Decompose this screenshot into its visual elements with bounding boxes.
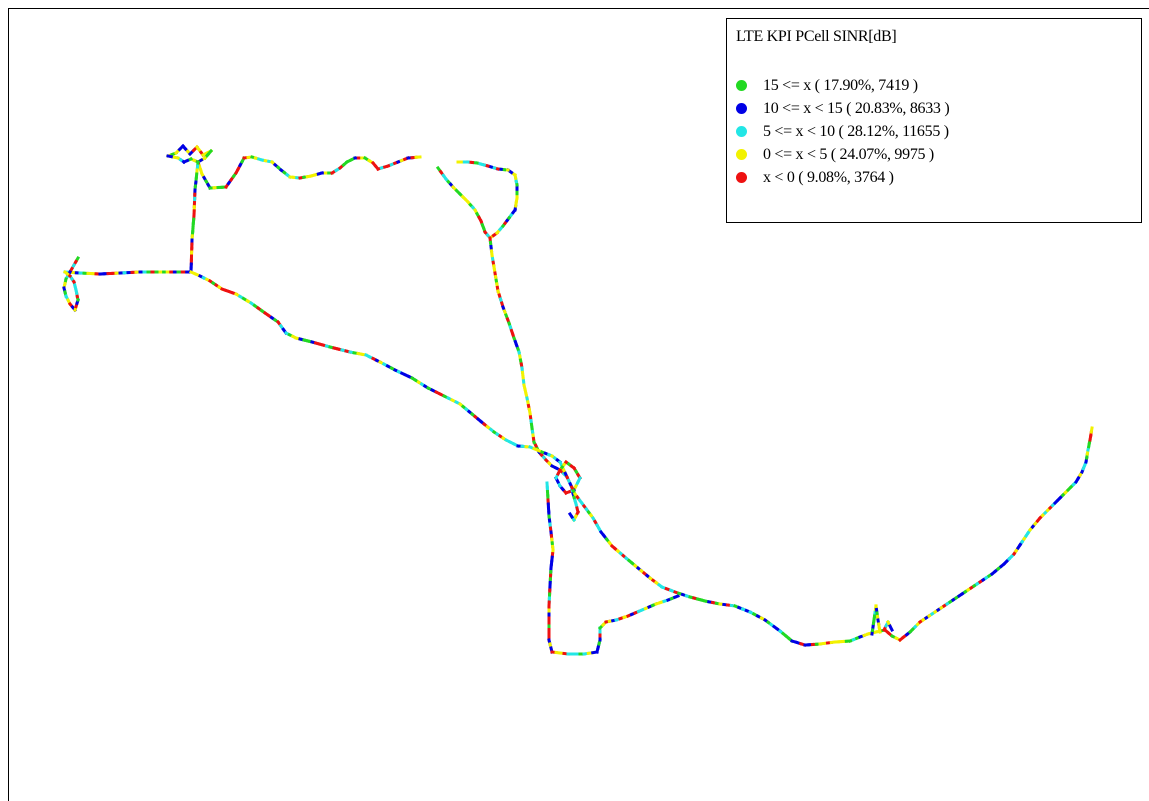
route-sample	[877, 626, 882, 634]
route-sample	[166, 154, 174, 159]
legend-dot-icon	[736, 149, 747, 160]
route-sample	[672, 594, 680, 600]
legend-title: LTE KPI PCell SINR[dB]	[736, 28, 897, 45]
legend-item: 15 <= x ( 17.90%, 7419 )	[736, 74, 949, 97]
legend-item-label: 15 <= x ( 17.90%, 7419 )	[763, 76, 918, 94]
route-sample	[62, 269, 70, 277]
route-sample	[567, 511, 575, 520]
legend-dot-icon	[736, 103, 747, 114]
legend-items: 15 <= x ( 17.90%, 7419 ) 10 <= x < 15 ( …	[736, 74, 950, 189]
route-sample	[887, 623, 895, 633]
legend: LTE KPI PCell SINR[dB] 15 <= x ( 17.90%,…	[726, 18, 1142, 223]
legend-item-label: 5 <= x < 10 ( 28.12%, 11655 )	[763, 122, 949, 140]
legend-dot-icon	[736, 80, 747, 91]
legend-dot-icon	[736, 172, 747, 183]
legend-item-label: 10 <= x < 15 ( 20.83%, 8633 )	[763, 99, 950, 117]
legend-item: 0 <= x < 5 ( 24.07%, 9975 )	[736, 143, 949, 166]
legend-item-label: x < 0 ( 9.08%, 3764 )	[763, 168, 894, 186]
legend-item: x < 0 ( 9.08%, 3764 )	[736, 166, 949, 189]
legend-item: 5 <= x < 10 ( 28.12%, 11655 )	[736, 120, 949, 143]
legend-dot-icon	[736, 126, 747, 137]
route-sample	[1089, 426, 1094, 434]
legend-item: 10 <= x < 15 ( 20.83%, 8633 )	[736, 97, 950, 120]
route-sample	[555, 467, 563, 477]
legend-item-label: 0 <= x < 5 ( 24.07%, 9975 )	[763, 145, 934, 163]
